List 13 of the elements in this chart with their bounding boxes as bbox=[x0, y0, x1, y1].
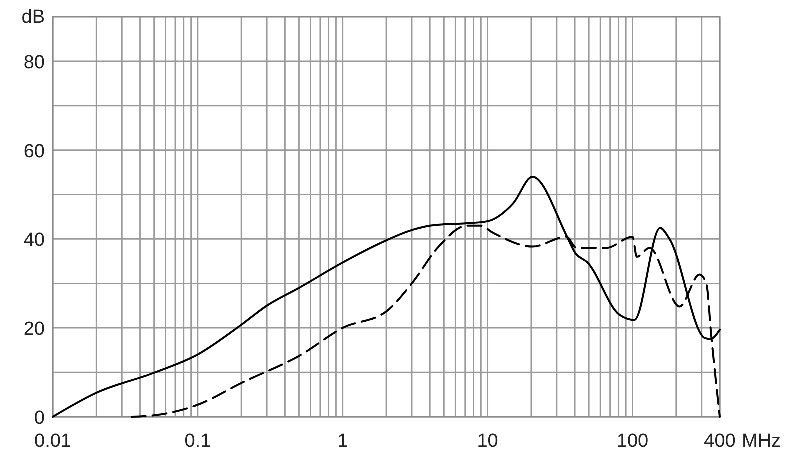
y-axis-title: dB bbox=[22, 7, 45, 28]
x-tick-label: 100 bbox=[616, 431, 649, 452]
x-tick-label: 10 bbox=[477, 431, 498, 452]
y-tick-label: 0 bbox=[34, 408, 45, 429]
x-tick-label: 0.1 bbox=[184, 431, 212, 452]
y-tick-label: 20 bbox=[24, 319, 45, 340]
x-axis-title: MHz bbox=[742, 431, 782, 452]
y-tick-label: 80 bbox=[24, 52, 45, 74]
x-tick-label: 1 bbox=[338, 431, 348, 452]
y-tick-label: 40 bbox=[24, 230, 45, 252]
x-tick-label: 400 bbox=[704, 431, 736, 452]
y-tick-label: 60 bbox=[24, 141, 45, 162]
x-tick-label: 0.01 bbox=[34, 431, 72, 452]
